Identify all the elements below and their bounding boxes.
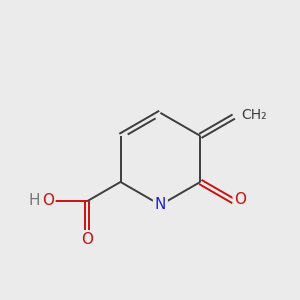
Text: O: O bbox=[42, 193, 54, 208]
Text: O: O bbox=[234, 192, 246, 207]
Text: N: N bbox=[155, 197, 166, 212]
Text: O: O bbox=[81, 232, 93, 247]
Text: CH₂: CH₂ bbox=[241, 108, 267, 122]
Text: H: H bbox=[28, 193, 40, 208]
